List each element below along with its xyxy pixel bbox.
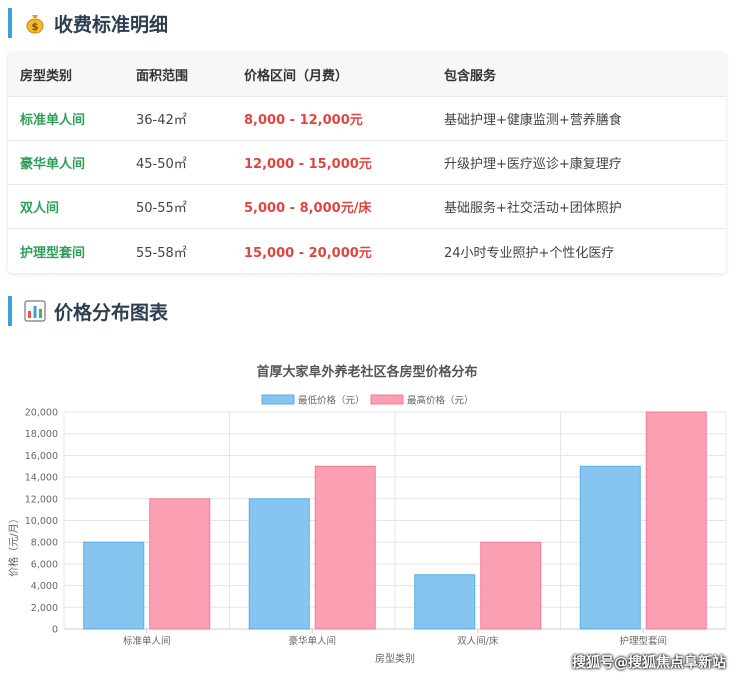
room-type: 护理型套间 bbox=[20, 245, 86, 261]
table-row: 护理型套间 55-58㎡ 15,000 - 20,000元 24小时专业照护+个… bbox=[8, 229, 726, 273]
y-axis-ticks: 0 2,000 4,000 6,000 8,000 10,000 12,000 14,000 1… bbox=[25, 408, 58, 636]
area-range: 55-58㎡ bbox=[136, 245, 187, 261]
table-header-row: 房型类别 面积范围 价格区间（月费） 包含服务 bbox=[8, 52, 726, 97]
price-range: 15,000 - 20,000元 bbox=[244, 245, 372, 261]
bar-chart-icon bbox=[24, 300, 46, 322]
table-row: 标准单人间 36-42㎡ 8,000 - 12,000元 基础护理+健康监测+营… bbox=[8, 97, 726, 141]
chart-section-title: 价格分布图表 bbox=[8, 296, 168, 326]
room-type: 标准单人间 bbox=[20, 113, 86, 128]
y-axis-label: 价格（元/月） bbox=[7, 513, 20, 576]
svg-text:$: $ bbox=[32, 22, 39, 33]
area-range: 50-55㎡ bbox=[136, 201, 187, 216]
y-tick-label: 16,000 bbox=[25, 451, 58, 462]
room-type: 豪华单人间 bbox=[20, 157, 86, 172]
bar-max-3[interactable] bbox=[645, 411, 707, 630]
included-services: 24小时专业照护+个性化医疗 bbox=[444, 245, 615, 261]
legend-swatch[interactable] bbox=[261, 394, 295, 405]
price-range: 12,000 - 15,000元 bbox=[244, 157, 372, 172]
table-row: 豪华单人间 45-50㎡ 12,000 - 15,000元 升级护理+医疗巡诊+… bbox=[8, 141, 726, 185]
header-services: 包含服务 bbox=[444, 68, 497, 84]
price-range: 8,000 - 12,000元 bbox=[244, 113, 363, 128]
fee-section-title-text: 收费标准明细 bbox=[54, 13, 169, 36]
included-services: 升级护理+医疗巡诊+康复理疗 bbox=[444, 157, 622, 172]
price-chart: 首厚大家阜外养老社区各房型价格分布 最低价格（元） 最高价格（元） 0 2,000 4… bbox=[0, 340, 740, 680]
table-row: 双人间 50-55㎡ 5,000 - 8,000元/床 基础服务+社交活动+团体… bbox=[8, 185, 726, 229]
included-services: 基础服务+社交活动+团体照护 bbox=[444, 201, 622, 216]
header-price: 价格区间（月费） bbox=[244, 68, 349, 84]
price-chart-svg: 首厚大家阜外养老社区各房型价格分布 最低价格（元） 最高价格（元） 0 2,000 4… bbox=[7, 364, 727, 665]
x-tick-label: 双人间/床 bbox=[457, 635, 499, 647]
price-table: 房型类别 面积范围 价格区间（月费） 包含服务 标准单人间 36-42㎡ 8,0… bbox=[8, 52, 726, 273]
x-tick-label: 豪华单人间 bbox=[288, 635, 336, 647]
x-axis-label: 房型类别 bbox=[375, 652, 415, 665]
x-axis-ticks: 标准单人间 豪华单人间 双人间/床 护理型套间 bbox=[123, 629, 667, 647]
y-tick-label: 10,000 bbox=[25, 516, 58, 527]
header-room-type: 房型类别 bbox=[20, 68, 73, 84]
area-range: 45-50㎡ bbox=[136, 157, 187, 172]
header-area: 面积范围 bbox=[136, 68, 189, 84]
bar-max-1[interactable] bbox=[314, 465, 376, 630]
chart-title: 首厚大家阜外养老社区各房型价格分布 bbox=[256, 364, 477, 380]
bar-max-2[interactable] bbox=[480, 541, 542, 630]
y-tick-label: 6,000 bbox=[31, 559, 58, 570]
bar-min-2[interactable] bbox=[414, 574, 476, 630]
chart-section-title-text: 价格分布图表 bbox=[54, 301, 169, 324]
bar-min-1[interactable] bbox=[248, 498, 310, 630]
legend-label[interactable]: 最高价格（元） bbox=[407, 395, 474, 407]
y-tick-label: 12,000 bbox=[25, 494, 58, 505]
y-tick-label: 20,000 bbox=[25, 408, 58, 419]
bar-min-0[interactable] bbox=[83, 541, 145, 630]
bar-max-0[interactable] bbox=[149, 498, 211, 630]
included-services: 基础护理+健康监测+营养膳食 bbox=[444, 113, 622, 128]
legend-swatch[interactable] bbox=[370, 394, 404, 405]
fee-section-title: $ 收费标准明细 bbox=[8, 8, 168, 38]
area-range: 36-42㎡ bbox=[136, 113, 187, 128]
price-range: 5,000 - 8,000元/床 bbox=[244, 201, 372, 216]
y-tick-label: 18,000 bbox=[25, 429, 58, 440]
y-tick-label: 2,000 bbox=[31, 603, 58, 614]
watermark: 搜狐号@搜狐焦点阜新站 bbox=[572, 655, 726, 671]
chart-bars bbox=[83, 411, 707, 630]
legend-label[interactable]: 最低价格（元） bbox=[298, 395, 365, 407]
y-tick-label: 0 bbox=[52, 625, 58, 636]
money-bag-icon: $ bbox=[24, 12, 46, 34]
bar-min-3[interactable] bbox=[579, 465, 641, 630]
x-tick-label: 护理型套间 bbox=[619, 635, 667, 647]
room-type: 双人间 bbox=[20, 201, 60, 216]
x-tick-label: 标准单人间 bbox=[123, 635, 171, 647]
y-tick-label: 8,000 bbox=[31, 538, 58, 549]
chart-legend[interactable]: 最低价格（元） 最高价格（元） bbox=[261, 394, 474, 407]
y-tick-label: 4,000 bbox=[31, 581, 58, 592]
y-tick-label: 14,000 bbox=[25, 473, 58, 484]
